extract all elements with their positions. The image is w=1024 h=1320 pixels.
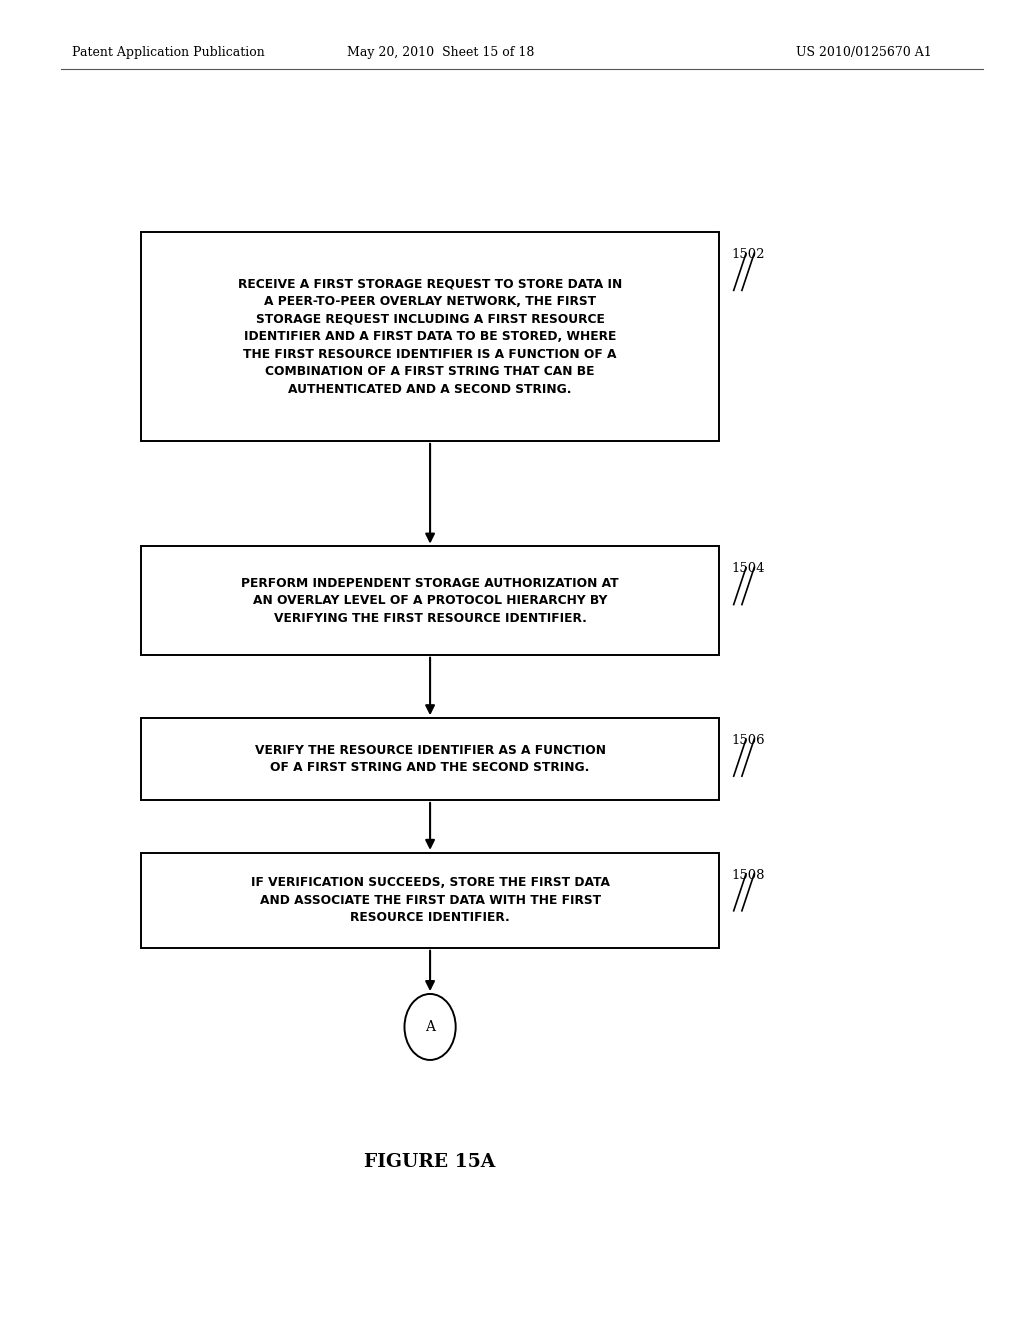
Text: 1502: 1502: [731, 248, 765, 261]
FancyBboxPatch shape: [141, 232, 719, 441]
FancyBboxPatch shape: [141, 718, 719, 800]
Text: 1508: 1508: [731, 869, 765, 882]
Text: RECEIVE A FIRST STORAGE REQUEST TO STORE DATA IN
A PEER-TO-PEER OVERLAY NETWORK,: RECEIVE A FIRST STORAGE REQUEST TO STORE…: [238, 277, 623, 396]
Text: Patent Application Publication: Patent Application Publication: [72, 46, 264, 59]
Text: IF VERIFICATION SUCCEEDS, STORE THE FIRST DATA
AND ASSOCIATE THE FIRST DATA WITH: IF VERIFICATION SUCCEEDS, STORE THE FIRS…: [251, 876, 609, 924]
FancyBboxPatch shape: [141, 546, 719, 655]
Text: A: A: [425, 1020, 435, 1034]
FancyBboxPatch shape: [141, 853, 719, 948]
Text: VERIFY THE RESOURCE IDENTIFIER AS A FUNCTION
OF A FIRST STRING AND THE SECOND ST: VERIFY THE RESOURCE IDENTIFIER AS A FUNC…: [255, 743, 605, 775]
Text: 1506: 1506: [731, 734, 765, 747]
Text: FIGURE 15A: FIGURE 15A: [365, 1152, 496, 1171]
Text: US 2010/0125670 A1: US 2010/0125670 A1: [796, 46, 932, 59]
Text: PERFORM INDEPENDENT STORAGE AUTHORIZATION AT
AN OVERLAY LEVEL OF A PROTOCOL HIER: PERFORM INDEPENDENT STORAGE AUTHORIZATIO…: [242, 577, 618, 624]
Text: May 20, 2010  Sheet 15 of 18: May 20, 2010 Sheet 15 of 18: [347, 46, 534, 59]
Circle shape: [404, 994, 456, 1060]
Text: 1504: 1504: [731, 562, 765, 576]
